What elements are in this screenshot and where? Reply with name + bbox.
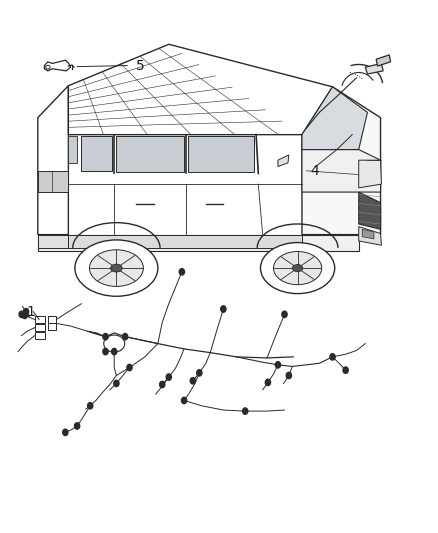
Circle shape [103,349,108,355]
Polygon shape [302,87,367,150]
Polygon shape [38,235,68,248]
Circle shape [343,367,348,373]
Circle shape [197,369,202,376]
Circle shape [63,429,68,435]
FancyBboxPatch shape [48,324,56,330]
Polygon shape [38,86,68,235]
FancyBboxPatch shape [35,333,45,339]
Polygon shape [68,136,77,163]
Polygon shape [365,63,383,74]
Circle shape [243,408,248,414]
Circle shape [19,311,24,318]
Circle shape [88,402,93,409]
Ellipse shape [273,252,322,285]
Circle shape [276,362,281,368]
Circle shape [179,269,184,275]
FancyBboxPatch shape [35,317,45,323]
Circle shape [166,374,171,380]
Circle shape [114,380,119,386]
Circle shape [22,312,27,319]
Polygon shape [362,229,374,239]
Polygon shape [278,155,289,166]
Polygon shape [38,235,359,251]
FancyBboxPatch shape [35,325,45,331]
Circle shape [190,377,195,384]
Polygon shape [44,60,71,71]
Text: 1: 1 [26,305,35,319]
Circle shape [181,397,187,403]
Polygon shape [68,235,302,248]
Polygon shape [302,87,381,235]
Circle shape [74,423,80,429]
Text: 5: 5 [136,59,145,72]
Circle shape [127,365,132,370]
Polygon shape [38,171,68,192]
Ellipse shape [261,243,335,294]
Polygon shape [302,150,381,192]
Polygon shape [359,192,381,229]
Circle shape [23,309,28,315]
Ellipse shape [293,264,303,272]
Circle shape [159,381,165,387]
Ellipse shape [89,250,143,286]
Ellipse shape [75,240,158,296]
Circle shape [123,334,128,340]
Polygon shape [117,136,184,172]
Polygon shape [188,136,254,172]
Circle shape [282,311,287,318]
Polygon shape [68,44,332,135]
Circle shape [265,379,271,385]
Circle shape [330,354,335,360]
Circle shape [221,306,226,312]
FancyBboxPatch shape [48,317,56,323]
Ellipse shape [46,65,50,69]
Polygon shape [376,55,391,66]
Polygon shape [359,160,381,188]
Ellipse shape [110,264,122,272]
Polygon shape [81,136,112,171]
Circle shape [286,372,291,378]
Polygon shape [359,227,381,245]
Circle shape [103,334,108,340]
Circle shape [112,349,117,355]
Text: 4: 4 [311,164,319,178]
